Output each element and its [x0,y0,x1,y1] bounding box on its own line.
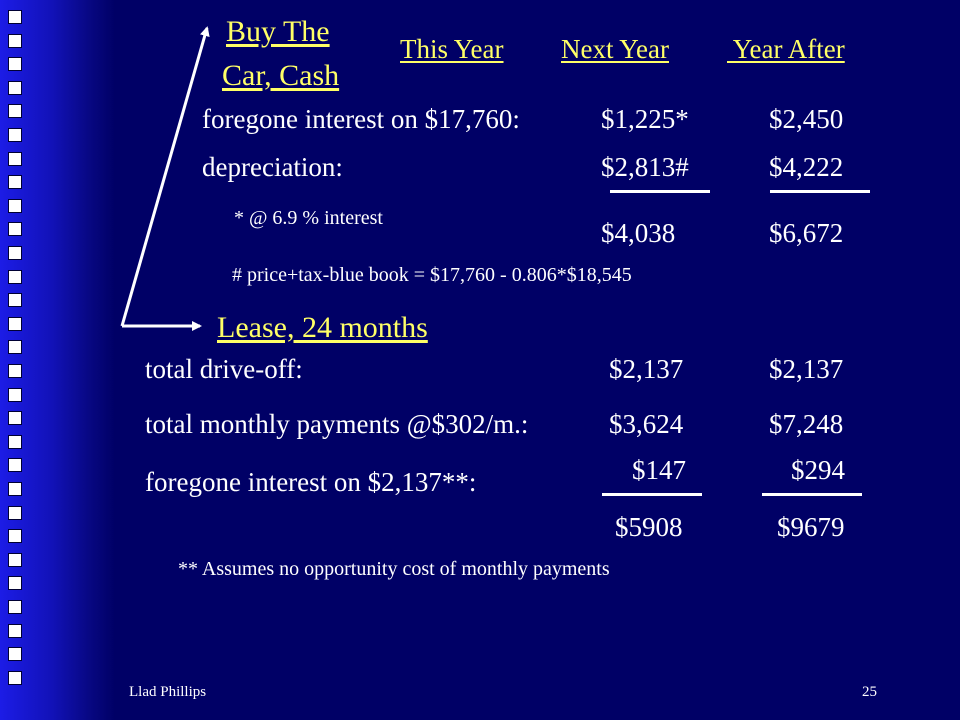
buy-row-depreciation-label: depreciation: [202,152,343,182]
buy-sum-rule-next [610,190,710,193]
lease-row-interest-after: $294 [791,455,845,485]
decorative-square [8,600,22,614]
decorative-square [8,434,22,449]
decorative-square [8,222,22,237]
lease-row-driveoff-next: $2,137 [609,354,684,384]
decorative-square [8,246,22,260]
footer-author: Llad Phillips [129,684,207,700]
decorative-square [8,387,22,402]
decorative-square [8,80,22,95]
decorative-square [8,411,22,426]
column-this-year: This Year [400,34,504,64]
buy-row-depreciation-next: $2,813# [601,152,689,182]
decorative-square [8,623,22,638]
decorative-square [8,340,22,355]
decorative-square [8,293,22,308]
buy-row-interest-after: $2,450 [769,104,844,134]
lease-row-driveoff-label: total drive-off: [145,354,303,384]
buy-row-interest-label: foregone interest on $17,760: [202,104,520,134]
lease-total-after: $9679 [777,512,845,542]
decorative-square [8,269,22,284]
lease-row-driveoff-after: $2,137 [769,354,844,384]
decorative-square [8,57,22,72]
decorative-square [8,316,22,331]
lease-total-next: $5908 [615,512,683,542]
decorative-square [8,505,22,520]
decorative-square-column [8,0,26,720]
decorative-square [8,198,22,213]
column-year-after: Year After [727,34,845,64]
decorative-square [8,104,22,119]
decorative-square [8,529,22,544]
lease-sum-rule-next [602,493,702,496]
lease-row-interest-label: foregone interest on $2,137**: [145,467,477,497]
decorative-square [8,552,22,567]
decorative-square [8,151,22,166]
decorative-square [8,10,22,24]
buy-total-next: $4,038 [601,218,676,248]
lease-row-interest-next: $147 [632,455,686,485]
buy-title-line2: Car, Cash [222,59,340,92]
decorative-square [8,128,22,142]
decorative-square [8,364,22,378]
decorative-square [8,33,22,48]
decorative-square [8,647,22,662]
decorative-square [8,670,22,685]
decorative-square [8,482,22,496]
buy-sum-rule-after [770,190,870,193]
lease-sum-rule-after [762,493,862,496]
lease-note: ** Assumes no opportunity cost of monthl… [178,558,610,580]
buy-row-depreciation-after: $4,222 [769,152,844,182]
decorative-square [8,576,22,591]
lease-title: Lease, 24 months [217,311,428,344]
buy-total-after: $6,672 [769,218,844,248]
buy-title-line1: Buy The [226,15,330,48]
slide-number: 25 [862,684,877,700]
arrow-to-buy [120,26,210,327]
lease-row-monthly-after: $7,248 [769,409,844,439]
buy-interest-note: * @ 6.9 % interest [234,207,383,229]
decorative-square [8,458,22,473]
decorative-square [8,175,22,190]
lease-row-monthly-next: $3,624 [609,409,684,439]
lease-row-monthly-label: total monthly payments @$302/m.: [145,409,529,439]
buy-price-note: # price+tax-blue book = $17,760 - 0.806*… [232,264,632,286]
column-next-year: Next Year [561,34,669,64]
buy-row-interest-next: $1,225* [601,104,689,134]
